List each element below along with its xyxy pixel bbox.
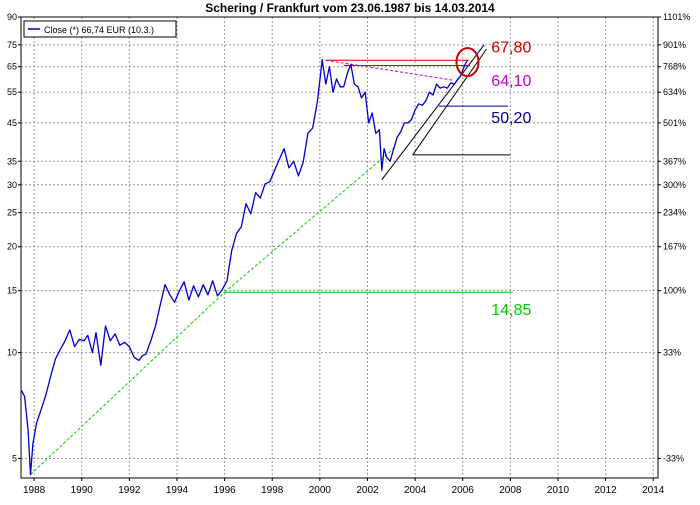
- level-label: 14,85: [491, 302, 531, 319]
- y-tick-label-left: 65: [7, 62, 17, 72]
- chart-title: Schering / Frankfurt vom 23.06.1987 bis …: [205, 1, 495, 15]
- highlight-circle: [455, 47, 480, 78]
- y-tick-label-left: 15: [7, 286, 17, 296]
- x-tick-label: 2012: [594, 485, 617, 496]
- legend-box: [23, 20, 177, 38]
- y-tick-label-left: 35: [7, 156, 17, 166]
- x-tick-label: 2010: [547, 485, 570, 496]
- reference-lines: [30, 44, 513, 475]
- y-tick-label-right: 300%: [663, 180, 686, 190]
- support-trendline-dashed-upper: [224, 146, 397, 293]
- y-tick-label-right: 634%: [663, 87, 686, 97]
- x-tick-label: 1992: [118, 485, 141, 496]
- level-label: 67,80: [491, 39, 531, 56]
- y-tick-label-right: -33%: [663, 453, 684, 463]
- axes: 90 1101% 75 901% 65 768% 55 634% 45 501% 35 367% 30 3…: [7, 12, 690, 496]
- y-tick-label-left: 55: [7, 87, 17, 97]
- y-tick-label-left: 90: [7, 12, 17, 22]
- y-tick-label-right: 768%: [663, 62, 686, 72]
- x-tick-label: 1994: [166, 485, 189, 496]
- y-tick-label-left: 75: [7, 40, 17, 50]
- x-tick-label: 1996: [213, 485, 236, 496]
- y-tick-label-left: 25: [7, 208, 17, 218]
- x-tick-label: 2008: [499, 485, 522, 496]
- x-tick-label: 2002: [356, 485, 379, 496]
- legend-label: Close (*) 66,74 EUR (10.3.): [44, 25, 154, 35]
- y-tick-label-right: 1101%: [663, 12, 690, 22]
- y-tick-label-left: 45: [7, 118, 17, 128]
- x-tick-label: 2006: [452, 485, 475, 496]
- y-tick-label-left: 5: [12, 453, 17, 463]
- x-tick-label: 1990: [71, 485, 94, 496]
- annotations: 67,80 64,10 50,20 14,85: [455, 39, 531, 319]
- grid: [21, 16, 658, 478]
- x-tick-label: 1988: [23, 485, 46, 496]
- y-tick-label-right: 501%: [663, 118, 686, 128]
- x-tick-label: 2004: [404, 485, 427, 496]
- level-label: 50,20: [491, 110, 531, 127]
- x-tick-label: 1998: [261, 485, 284, 496]
- y-tick-label-right: 367%: [663, 156, 686, 166]
- x-tick-label: 2000: [309, 485, 332, 496]
- legend: Close (*) 66,74 EUR (10.3.): [23, 20, 177, 38]
- x-tick-label: 2014: [642, 485, 665, 496]
- y-tick-label-left: 20: [7, 242, 17, 252]
- trendline-black: [412, 48, 487, 156]
- support-trendline-dashed: [30, 291, 225, 475]
- price-series-line: [20, 59, 469, 476]
- trendline-black: [381, 44, 485, 181]
- magenta-trendline: [325, 59, 454, 81]
- y-tick-label-left: 30: [7, 180, 17, 190]
- series-layer: [20, 59, 469, 476]
- y-tick-label-right: 33%: [663, 348, 681, 358]
- y-tick-label-right: 234%: [663, 208, 686, 218]
- plot-frame: [20, 16, 659, 479]
- level-label: 64,10: [491, 73, 531, 90]
- y-tick-label-left: 10: [7, 348, 17, 358]
- y-tick-label-right: 901%: [663, 40, 686, 50]
- y-tick-label-right: 100%: [663, 286, 686, 296]
- y-tick-label-right: 167%: [663, 242, 686, 252]
